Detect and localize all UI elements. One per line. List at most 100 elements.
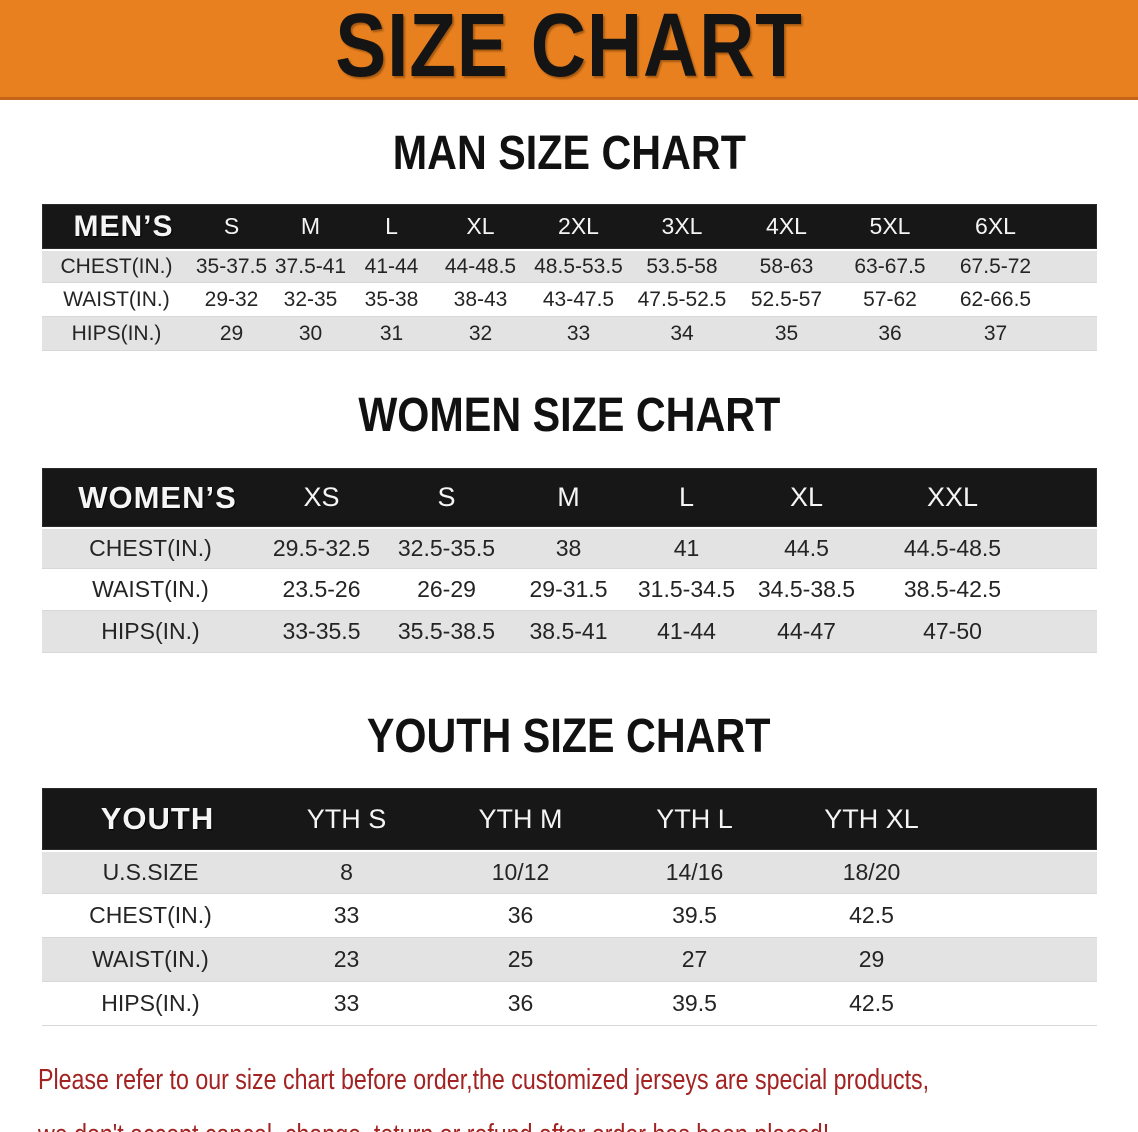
table-cell: 63-67.5 [854,254,926,278]
column-header: M [557,482,580,512]
column-header: 4XL [766,213,807,239]
column-header: 6XL [975,213,1016,239]
table-cell: 47.5-52.5 [637,287,727,311]
women-section: WOMEN SIZE CHART WOMEN’S XS S M L XL XXL… [0,388,1138,653]
row-label: U.S.SIZE [102,859,199,885]
men-section: MAN SIZE CHART MEN’S S M L XL 2XL 3XL 4X… [0,126,1138,351]
table-cell: 25 [507,946,534,972]
column-header: 5XL [869,213,911,239]
table-cell: 43-47.5 [542,287,615,311]
table-cell: 47-50 [923,618,982,644]
table-cell: 29 [858,946,885,972]
table-cell: 44-48.5 [444,254,517,278]
column-header: YTH M [478,803,563,834]
table-cell: 33 [333,990,360,1016]
table-row: CHEST(IN.) 33 36 39.5 42.5 [41,894,1097,938]
youth-size-table: YOUTH YTH S YTH M YTH L YTH XL U.S.SIZE … [41,788,1097,1026]
table-cell: 36 [878,321,902,345]
table-cell: 41-44 [657,618,716,644]
table-cell: 38.5-41 [529,618,608,644]
youth-heading: YOUTH SIZE CHART [0,709,1138,764]
table-cell: 26-29 [417,576,476,602]
column-header: L [678,482,695,512]
disclaimer-line1-text: Please refer to our size chart before or… [38,1064,930,1096]
column-header: XS [303,482,340,512]
row-label: CHEST(IN.) [60,254,173,278]
table-cell: 52.5-57 [750,287,823,311]
youth-header-label: YOUTH [100,801,215,836]
table-cell: 62-66.5 [959,287,1032,311]
table-cell: 36 [507,902,534,928]
table-cell: 33 [566,321,591,345]
column-header: XL [466,213,495,239]
women-heading: WOMEN SIZE CHART [0,388,1138,443]
men-size-table: MEN’S S M L XL 2XL 3XL 4XL 5XL 6XL CHEST… [41,204,1097,351]
table-cell: 37 [983,321,1008,345]
table-cell: 27 [681,946,708,972]
table-cell: 29.5-32.5 [272,535,371,561]
table-cell: 10/12 [491,859,550,885]
row-label: WAIST(IN.) [92,946,209,972]
table-cell: 39.5 [672,990,717,1016]
row-label: HIPS(IN.) [101,990,200,1016]
row-label: WAIST(IN.) [92,576,209,602]
disclaimer-line1: Please refer to our size chart before or… [38,1055,1138,1110]
table-cell: 32 [468,321,493,345]
column-header: YTH L [656,803,733,834]
row-label: CHEST(IN.) [89,902,212,928]
row-label: HIPS(IN.) [71,321,162,345]
table-cell: 8 [340,859,353,885]
table-cell: 38-43 [453,287,508,311]
table-cell: 32.5-35.5 [397,535,496,561]
table-row: HIPS(IN.) 33-35.5 35.5-38.5 38.5-41 41-4… [41,611,1097,653]
table-cell: 35-37.5 [195,254,268,278]
table-cell: 23.5-26 [282,576,361,602]
women-heading-text: WOMEN SIZE CHART [358,389,780,442]
table-cell: 33 [333,902,360,928]
table-row: CHEST(IN.) 35-37.5 37.5-41 41-44 44-48.5… [41,249,1097,283]
table-cell: 41-44 [364,254,419,278]
column-header: 2XL [558,213,599,239]
table-cell: 58-63 [759,254,814,278]
men-heading-text: MAN SIZE CHART [392,127,746,180]
men-heading: MAN SIZE CHART [0,126,1138,181]
column-header: YTH XL [824,803,919,834]
banner-title: SIZE CHART [335,0,803,96]
column-header: M [300,213,321,239]
table-cell: 29-32 [204,287,259,311]
table-cell: 18/20 [842,859,901,885]
table-cell: 39.5 [672,902,717,928]
disclaimer-line2-text: we don't accept cancel, change, teturn o… [38,1110,829,1132]
table-cell: 53.5-58 [646,254,718,278]
table-cell: 35 [774,321,799,345]
column-header: 3XL [661,213,703,239]
table-cell: 30 [298,321,323,345]
table-cell: 38 [555,535,582,561]
women-header-label: WOMEN’S [78,479,237,515]
column-header: S [223,213,240,239]
disclaimer: Please refer to our size chart before or… [0,1055,1138,1132]
row-label: WAIST(IN.) [63,287,170,311]
table-cell: 29-31.5 [529,576,608,602]
table-row: HIPS(IN.) 33 36 39.5 42.5 [41,982,1097,1026]
row-label: CHEST(IN.) [89,535,212,561]
women-header-row: WOMEN’S XS S M L XL XXL [41,468,1097,527]
table-cell: 42.5 [849,990,894,1016]
table-row: WAIST(IN.) 23 25 27 29 [41,938,1097,982]
youth-heading-text: YOUTH SIZE CHART [367,710,771,763]
column-header: YTH S [306,803,387,834]
table-cell: 35.5-38.5 [397,618,496,644]
column-header: L [385,213,398,239]
table-cell: 36 [507,990,534,1016]
men-header-row: MEN’S S M L XL 2XL 3XL 4XL 5XL 6XL [41,204,1097,249]
column-header: S [437,482,456,512]
table-cell: 23 [333,946,360,972]
youth-header-row: YOUTH YTH S YTH M YTH L YTH XL [41,788,1097,850]
table-cell: 34 [670,321,694,345]
table-row: CHEST(IN.) 29.5-32.5 32.5-35.5 38 41 44.… [41,527,1097,569]
table-cell: 48.5-53.5 [534,254,623,278]
table-row: WAIST(IN.) 29-32 32-35 35-38 38-43 43-47… [41,283,1097,317]
table-row: U.S.SIZE 8 10/12 14/16 18/20 [41,850,1097,894]
table-cell: 44.5-48.5 [903,535,1002,561]
